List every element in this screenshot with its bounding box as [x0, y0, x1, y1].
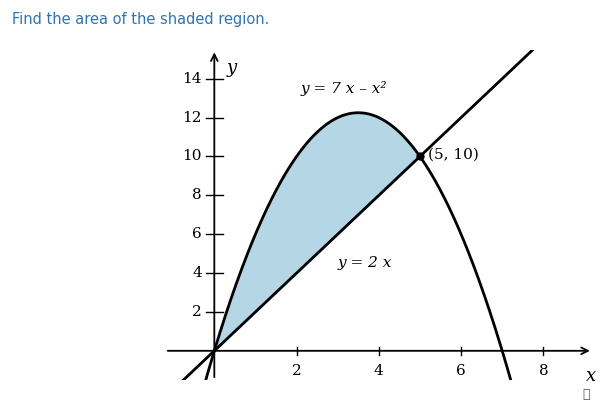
- Text: 10: 10: [183, 150, 202, 164]
- Text: y = 7 x – x²: y = 7 x – x²: [301, 81, 387, 96]
- Text: 2: 2: [192, 305, 202, 319]
- Text: y: y: [227, 59, 237, 77]
- Text: 6: 6: [456, 364, 466, 378]
- Text: ⓘ: ⓘ: [583, 388, 590, 401]
- Text: Find the area of the shaded region.: Find the area of the shaded region.: [12, 12, 269, 27]
- Text: 4: 4: [374, 364, 384, 378]
- Text: 4: 4: [192, 266, 202, 280]
- Text: 12: 12: [183, 111, 202, 125]
- Text: 6: 6: [192, 227, 202, 241]
- Text: 8: 8: [538, 364, 548, 378]
- Text: y = 2 x: y = 2 x: [338, 256, 392, 271]
- Text: 8: 8: [192, 188, 202, 202]
- Text: 14: 14: [183, 72, 202, 86]
- Text: x: x: [585, 367, 596, 385]
- Text: (5, 10): (5, 10): [428, 147, 479, 161]
- Text: 2: 2: [291, 364, 301, 378]
